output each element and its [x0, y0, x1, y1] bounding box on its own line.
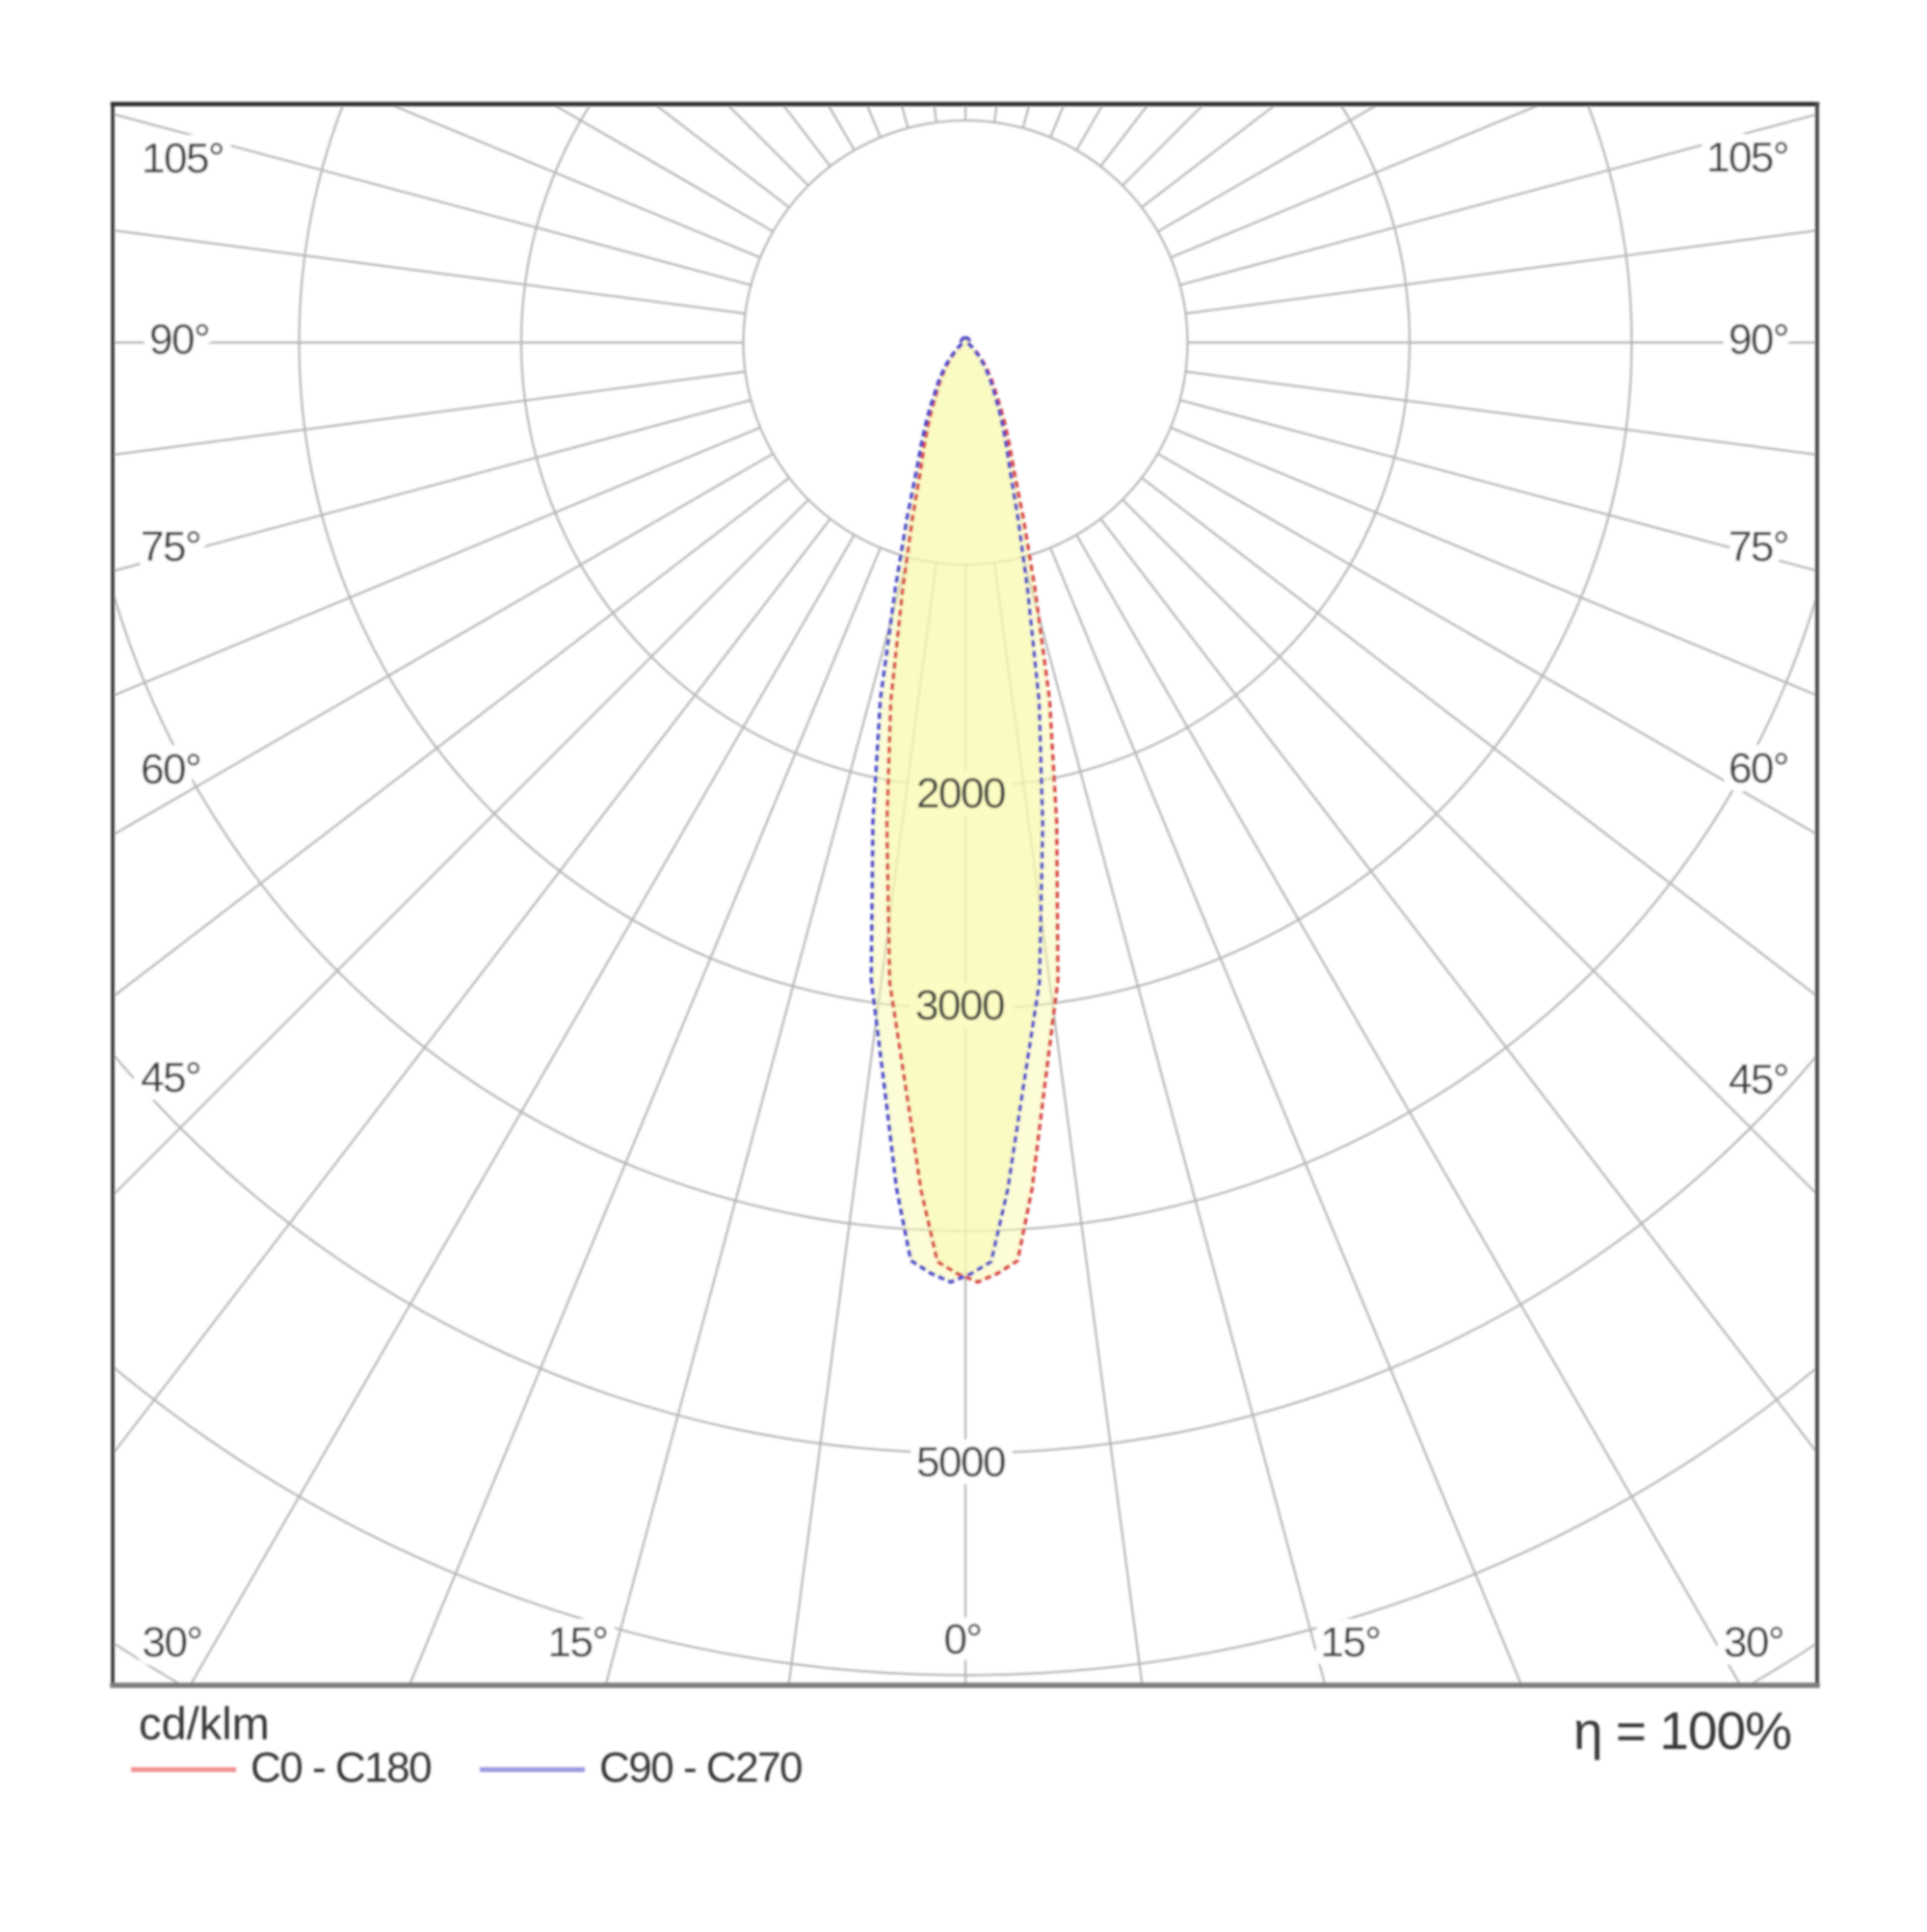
svg-text:cd/klm: cd/klm: [139, 1698, 270, 1749]
svg-text:60°: 60°: [1729, 745, 1788, 792]
svg-text:η = 100%: η = 100%: [1573, 1701, 1791, 1760]
svg-text:105°: 105°: [1706, 134, 1788, 181]
svg-text:90°: 90°: [149, 316, 209, 363]
svg-text:30°: 30°: [142, 1619, 201, 1666]
svg-text:105°: 105°: [142, 135, 224, 182]
svg-text:90°: 90°: [1729, 316, 1788, 363]
svg-text:45°: 45°: [1729, 1056, 1788, 1103]
svg-text:15°: 15°: [547, 1619, 607, 1666]
svg-text:60°: 60°: [141, 746, 200, 793]
svg-text:C90 - C270: C90 - C270: [599, 1744, 802, 1791]
svg-text:5000: 5000: [916, 1439, 1005, 1486]
svg-text:45°: 45°: [141, 1054, 200, 1101]
svg-text:3000: 3000: [915, 982, 1004, 1029]
svg-text:0°: 0°: [943, 1616, 981, 1663]
svg-text:75°: 75°: [1729, 523, 1788, 570]
svg-text:C0 - C180: C0 - C180: [251, 1744, 431, 1791]
svg-text:15°: 15°: [1320, 1619, 1380, 1666]
svg-text:2000: 2000: [916, 770, 1005, 817]
svg-text:30°: 30°: [1724, 1619, 1783, 1666]
svg-text:75°: 75°: [141, 523, 200, 570]
